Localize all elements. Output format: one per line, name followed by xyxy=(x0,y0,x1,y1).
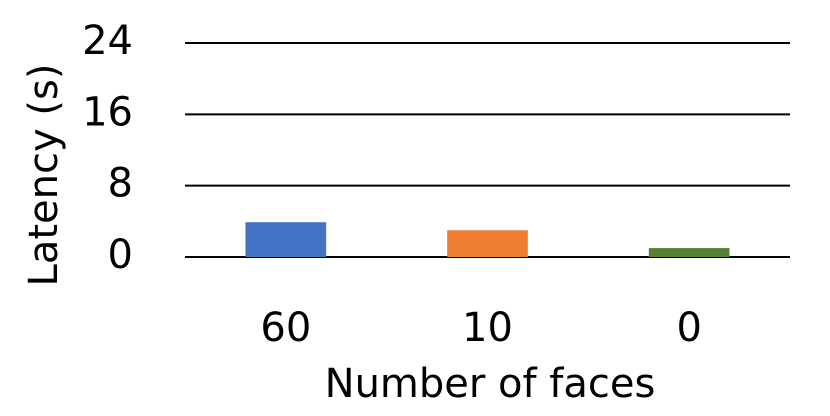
y-tick-label: 24 xyxy=(82,18,133,64)
x-tick-label: 60 xyxy=(260,305,311,351)
bar xyxy=(447,230,528,257)
y-tick-label: 0 xyxy=(108,232,133,278)
y-tick-label: 8 xyxy=(108,161,133,207)
x-tick-label: 10 xyxy=(462,305,513,351)
y-tick-label: 16 xyxy=(82,89,133,135)
y-axis-title: Latency (s) xyxy=(21,64,67,287)
bar xyxy=(648,248,730,257)
bar xyxy=(245,222,327,257)
x-tick-label: 0 xyxy=(676,305,701,351)
x-axis-title: Number of faces xyxy=(325,361,656,407)
